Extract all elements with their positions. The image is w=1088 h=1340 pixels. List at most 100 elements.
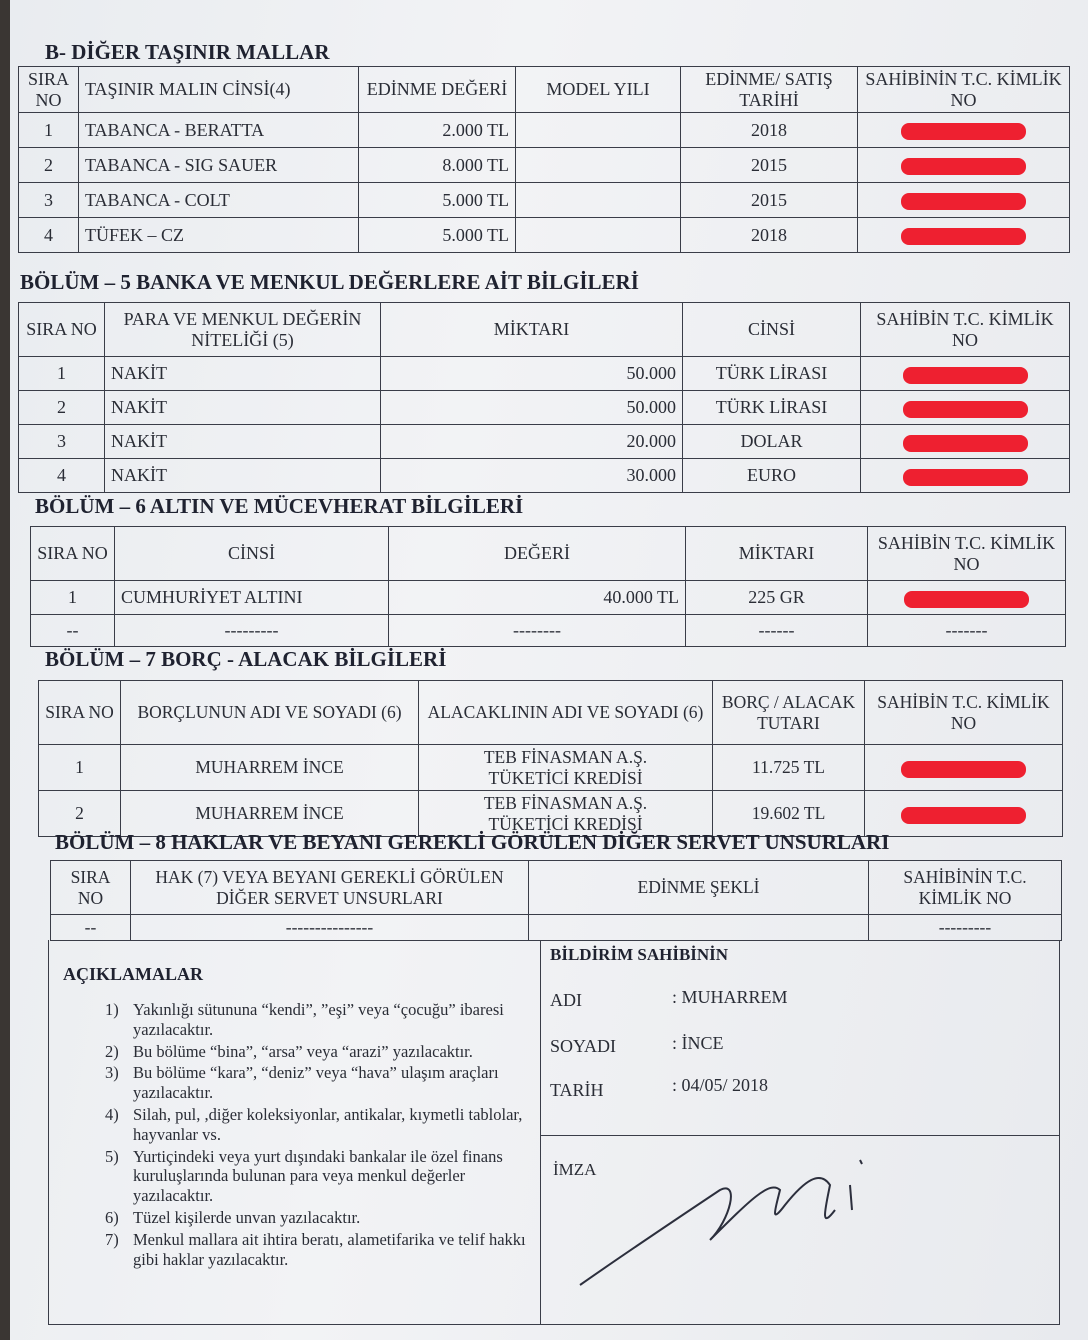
redacted-tc (860, 356, 1070, 391)
notes-list: 1) Yakınlığı sütununa “kendi”, ”eşi” veya… (105, 1000, 545, 1271)
section-b-table: SIRA NO TAŞINIR MALIN CİNSİ(4) EDİNME DE… (18, 65, 1070, 254)
cell-hak: --------------- (130, 914, 529, 941)
header-model: MODEL YILI (515, 65, 681, 114)
note-item: 3) Bu bölüme “kara”, “deniz” veya “hava” … (105, 1063, 545, 1103)
alacakli-type: TÜKETİCİ KREDİSİ (488, 767, 643, 788)
redaction-mark (902, 400, 1028, 418)
note-text: Menkul mallara ait ihtira beratı, alamet… (133, 1229, 526, 1269)
note-text: Bu bölüme “kara”, “deniz” veya “hava” ul… (133, 1063, 499, 1103)
cell-deger: 40.000 TL (388, 580, 686, 615)
cell-alacakli: TEB FİNASMAN A.Ş. TÜKETİCİ KREDİSİ (418, 744, 713, 791)
section-5-title: BÖLÜM – 5 BANKA VE MENKUL DEĞERLERE AİT … (20, 270, 639, 294)
cell-tc: ------- (867, 614, 1066, 647)
note-item: 5) Yurtiçindeki veya yurt dışındaki banka… (105, 1147, 545, 1206)
note-number: 2) (105, 1041, 119, 1061)
redaction-mark (902, 468, 1028, 486)
signature-box (540, 1135, 1060, 1325)
redacted-tc (857, 217, 1070, 254)
redaction-mark (901, 123, 1026, 141)
cell-no: 1 (38, 744, 121, 791)
header-borclu: BORÇLUNUN ADI VE SOYADI (6) (120, 680, 419, 745)
header-alacakli: ALACAKLININ ADI VE SOYADI (6) (418, 680, 713, 745)
header-sira: SIRA NO (38, 680, 121, 745)
redaction-mark (901, 158, 1026, 176)
note-number: 4) (105, 1104, 119, 1124)
cell-miktar: 50.000 (380, 356, 683, 391)
redaction-mark (901, 760, 1026, 778)
table-header: SIRA NO PARA VE MENKUL DEĞERİN NİTELİĞİ … (18, 302, 1070, 357)
cell-cinsi: EURO (682, 458, 861, 493)
header-tc: SAHİBİN T.C. KİMLİK NO (864, 680, 1063, 745)
cell-cinsi: TABANCA - COLT (78, 182, 359, 219)
header-sira: SIRA NO (30, 526, 115, 581)
redacted-tc (864, 744, 1063, 791)
cell-miktar: 30.000 (380, 458, 683, 493)
cell-no: 2 (18, 147, 79, 184)
cell-nitelik: NAKİT (104, 356, 381, 391)
tarih-value: : 04/05/ 2018 (672, 1075, 769, 1095)
header-sekil: EDİNME ŞEKLİ (528, 860, 869, 915)
redaction-mark (902, 434, 1028, 452)
note-text: Bu bölüme “bina”, “arsa” veya “arazi” ya… (133, 1041, 473, 1061)
section-7-table: SIRA NO BORÇLUNUN ADI VE SOYADI (6) ALAC… (38, 680, 1063, 837)
cell-borclu: MUHARREM İNCE (120, 744, 419, 791)
cell-no: 2 (18, 390, 105, 425)
cell-deger: 5.000 TL (358, 182, 516, 219)
cell-nitelik: NAKİT (104, 390, 381, 425)
table-row: 2 MUHARREM İNCE TEB FİNASMAN A.Ş. TÜKETİCİ … (38, 790, 1063, 837)
table-row: -- --------- -------- ------ ------- (30, 614, 1066, 647)
cell-cinsi: TÜFEK – CZ (78, 217, 359, 254)
note-text: Silah, pul, ,diğer koleksiyonlar, antika… (133, 1104, 523, 1144)
note-number: 7) (105, 1229, 119, 1249)
redaction-mark (901, 228, 1026, 246)
note-number: 3) (105, 1063, 119, 1083)
signature-image (579, 1159, 863, 1286)
cell-cinsi: DOLAR (682, 424, 861, 459)
redacted-tc (864, 790, 1063, 837)
header-sira: SIRA NO (18, 65, 79, 114)
cell-no: -- (50, 914, 131, 941)
redaction-mark (904, 590, 1029, 608)
ad-value: : MUHARREM (672, 987, 788, 1007)
header-nitelik: PARA VE MENKUL DEĞERİN NİTELİĞİ (5) (104, 302, 381, 357)
header-cinsi: TAŞINIR MALIN CİNSİ(4) (78, 65, 359, 114)
header-tc: SAHİBİN T.C. KİMLİK NO (867, 526, 1066, 581)
cell-cinsi: TÜRK LİRASI (682, 390, 861, 425)
cell-alacakli: TEB FİNASMAN A.Ş. TÜKETİCİ KREDİSİ (418, 790, 713, 837)
redacted-tc (860, 424, 1070, 459)
table-row: 1 MUHARREM İNCE TEB FİNASMAN A.Ş. TÜKETİCİ … (38, 744, 1063, 791)
table-row: -- --------------- --------- (50, 914, 1062, 941)
cell-tarih: 2018 (680, 217, 858, 254)
redacted-tc (857, 147, 1070, 184)
header-sira: SIRA NO (18, 302, 105, 357)
cell-cinsi: TÜRK LİRASI (682, 356, 861, 391)
table-row: 2 TABANCA - SIG SAUER 8.000 TL 2015 (18, 147, 1070, 184)
note-text: Yurtiçindeki veya yurt dışındaki bankala… (133, 1146, 503, 1206)
imza-label: İMZA (553, 1160, 597, 1179)
cell-tarih: 2015 (680, 182, 858, 219)
alacakli-name: TEB FİNASMAN A.Ş. (483, 747, 648, 768)
redacted-tc (857, 182, 1070, 219)
header-tc: SAHİBİNİN T.C. KİMLİK NO (857, 65, 1070, 114)
cell-miktar: 20.000 (380, 424, 683, 459)
table-row: 1 CUMHURİYET ALTINI 40.000 TL 225 GR (30, 580, 1066, 615)
note-number: 5) (105, 1146, 119, 1166)
cell-deger: 5.000 TL (358, 217, 516, 254)
cell-no: 4 (18, 458, 105, 493)
cell-no: 2 (38, 790, 121, 837)
header-deger: DEĞERİ (388, 526, 686, 581)
cell-miktar: 225 GR (685, 580, 868, 615)
cell-tarih: 2018 (680, 112, 858, 149)
redacted-tc (867, 580, 1066, 615)
soyad-value: : İNCE (672, 1033, 724, 1053)
cell-tc: --------- (868, 914, 1062, 941)
alacakli-name: TEB FİNASMAN A.Ş. (483, 793, 648, 814)
note-text: Yakınlığı sütununa “kendi”, ”eşi” veya “… (133, 1000, 504, 1039)
section-5-table: SIRA NO PARA VE MENKUL DEĞERİN NİTELİĞİ … (18, 302, 1070, 493)
table-row: 4 NAKİT 30.000 EURO (18, 458, 1070, 493)
section-8-table: SIRA NO HAK (7) VEYA BEYANI GEREKLİ GÖRÜ… (50, 860, 1062, 941)
header-sira: SIRA NO (50, 860, 131, 915)
table-row: 1 TABANCA - BERATTA 2.000 TL 2018 (18, 112, 1070, 149)
redacted-tc (860, 458, 1070, 493)
cell-cinsi: TABANCA - BERATTA (78, 112, 359, 149)
